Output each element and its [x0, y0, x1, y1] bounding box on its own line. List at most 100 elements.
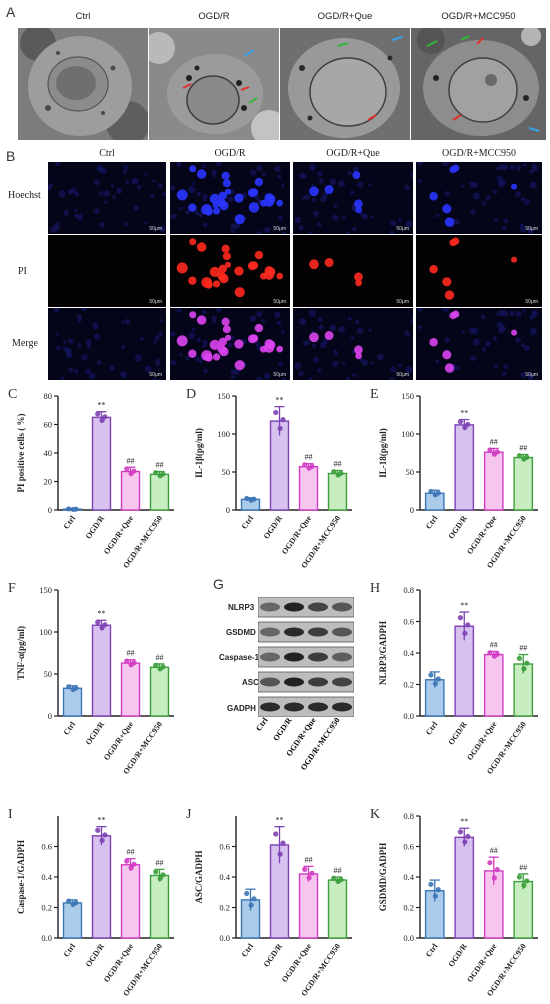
- y-tick-label: 0: [48, 505, 52, 515]
- x-tick-label: OGD/R+Que: [102, 720, 135, 762]
- data-point: [309, 463, 315, 469]
- fl-label-que: OGD/R+Que: [326, 148, 380, 159]
- panel-letter-k: K: [370, 807, 380, 822]
- x-tick-label: Ctrl: [62, 513, 78, 530]
- significance-label: ##: [490, 437, 498, 446]
- panel-letter-j: J: [186, 807, 192, 822]
- y-tick-label: 0.4: [219, 872, 230, 882]
- y-tick-label: 150: [39, 585, 52, 595]
- fluorescence-pi-que: 50μm: [293, 235, 413, 307]
- bar-i-1: [91, 835, 112, 939]
- data-point: [487, 860, 493, 866]
- data-point: [153, 869, 159, 875]
- data-point: [280, 417, 286, 423]
- panel-letter-g: G: [213, 576, 224, 592]
- significance-label: **: [98, 401, 106, 410]
- data-point: [331, 875, 337, 881]
- y-axis-label: NLRP3/GADPH: [378, 621, 388, 685]
- y-axis-label: TNF-α(pg/ml): [16, 626, 26, 680]
- data-point: [95, 411, 101, 417]
- data-point: [99, 837, 105, 843]
- data-point: [457, 419, 464, 425]
- data-point: [95, 619, 101, 625]
- y-tick-label: 50: [44, 669, 53, 679]
- significance-label: ##: [305, 855, 313, 864]
- significance-label: **: [98, 816, 106, 825]
- data-point: [153, 470, 159, 476]
- data-point: [273, 409, 279, 416]
- y-tick-label: 100: [401, 429, 414, 439]
- x-tick-label: Ctrl: [62, 719, 78, 736]
- data-point: [487, 447, 493, 453]
- panel-letter-e: E: [370, 387, 379, 402]
- data-point: [160, 471, 166, 477]
- bar-j-2: [298, 873, 319, 939]
- significance-label: **: [98, 609, 106, 618]
- data-point: [95, 827, 101, 833]
- panel-letter-a: A: [6, 4, 16, 20]
- fluorescence-hoechst-que: 50μm: [293, 162, 413, 234]
- significance-label: ##: [490, 640, 498, 649]
- fluorescence-hoechst-mcc: 50μm: [416, 162, 542, 234]
- data-point: [248, 902, 254, 908]
- data-point: [338, 470, 344, 476]
- data-point: [302, 462, 308, 468]
- significance-label: ##: [127, 456, 135, 465]
- chart-panel-j: J 0.0 0.2 0.4 0.6 ASC/GADPH Ctrl ** OGD/R ## OGD/R…: [186, 807, 352, 998]
- significance-label: ##: [127, 848, 135, 857]
- x-tick-label: OGD/R: [446, 942, 469, 969]
- y-tick-label: 150: [217, 391, 230, 401]
- blot-label-gsdmd: GSDMD: [226, 628, 256, 637]
- scale-bar-label: 50μm: [396, 372, 409, 378]
- y-tick-label: 0.6: [403, 617, 414, 627]
- panel-letter-c: C: [8, 387, 17, 402]
- data-point: [73, 685, 79, 691]
- em-label-ctrl: Ctrl: [75, 11, 91, 22]
- data-point: [128, 865, 134, 871]
- panel-letter-h: H: [370, 581, 380, 596]
- data-point: [428, 881, 434, 887]
- fluorescence-hoechst-ogdr: 50μm: [170, 162, 290, 234]
- data-point: [521, 882, 527, 888]
- x-tick-label: OGD/R: [446, 720, 469, 747]
- y-axis-label: PI positive cells ( %): [16, 414, 26, 493]
- data-point: [251, 496, 257, 502]
- chart-panel-f: F 0 50 100 150 TNF-α(pg/ml) Ctrl ** OGD/R ## OGD/R…: [8, 581, 174, 776]
- blot-label-asc: ASC: [242, 678, 259, 687]
- scale-bar-label: 50μm: [525, 226, 538, 232]
- bar-c-1: [91, 416, 112, 511]
- x-tick-label: OGD/R+Que: [465, 720, 498, 762]
- significance-label: ##: [519, 444, 527, 453]
- panel-letter-i: I: [8, 807, 13, 822]
- significance-label: **: [276, 816, 284, 825]
- y-tick-label: 40: [44, 448, 53, 458]
- panel-letter-d: D: [186, 387, 196, 402]
- chart-panel-i: I 0.0 0.2 0.4 0.6 Caspase-1/GADPH Ctrl ** OGD/R #…: [8, 807, 174, 998]
- y-axis-label: Caspase-1/GADPH: [16, 840, 26, 914]
- blot-lane-label: OGD/R: [271, 716, 294, 743]
- data-point: [432, 893, 438, 899]
- bar-f-3: [149, 666, 170, 717]
- x-tick-label: Ctrl: [424, 513, 440, 530]
- scale-bar-label: 50μm: [273, 299, 286, 305]
- data-point: [153, 662, 159, 668]
- y-tick-label: 0: [410, 505, 414, 515]
- scale-bar-label: 50μm: [273, 372, 286, 378]
- blot-label-gadph: GADPH: [227, 704, 256, 713]
- y-tick-label: 100: [217, 429, 230, 439]
- y-tick-label: 100: [39, 627, 52, 637]
- em-label-ogdr: OGD/R: [198, 11, 230, 22]
- scale-bar-label: 50μm: [149, 299, 162, 305]
- y-axis-label: ASC/GADPH: [194, 850, 204, 903]
- y-tick-label: 50: [222, 467, 231, 477]
- tem-image-mcc: [411, 28, 546, 140]
- significance-label: ##: [334, 866, 342, 875]
- data-point: [131, 468, 137, 474]
- significance-label: ##: [490, 846, 498, 855]
- blot-lane-label: Ctrl: [254, 716, 270, 733]
- data-point: [428, 488, 434, 495]
- x-tick-label: Ctrl: [62, 941, 78, 958]
- significance-label: ##: [305, 453, 313, 462]
- panel-letter-f: F: [8, 581, 16, 596]
- data-point: [244, 495, 250, 502]
